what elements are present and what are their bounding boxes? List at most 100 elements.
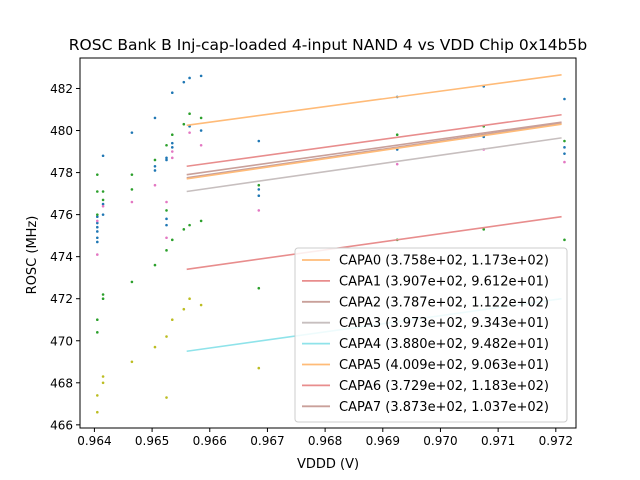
data-point — [153, 345, 157, 349]
data-point — [101, 154, 105, 158]
y-tick-label: 474 — [50, 250, 73, 264]
data-point — [563, 160, 566, 164]
data-point — [182, 228, 186, 231]
data-point — [395, 133, 399, 137]
data-point — [130, 131, 134, 134]
fit-line-capa2 — [186, 122, 562, 179]
y-tick-label: 482 — [50, 82, 73, 96]
data-point — [170, 91, 174, 94]
data-point — [96, 213, 99, 216]
data-point — [96, 225, 99, 229]
legend-label-capa4: CAPA4 (3.880e+02, 9.482e+01) — [339, 337, 549, 352]
x-tick-label: 0.972 — [539, 434, 573, 448]
fit-lines — [186, 74, 562, 353]
data-point — [188, 131, 191, 134]
y-tick-label: 472 — [50, 292, 73, 306]
data-point — [257, 183, 261, 187]
y-tick-label: 468 — [50, 376, 73, 390]
data-point — [165, 217, 168, 221]
data-point — [153, 183, 157, 187]
legend-label-capa7: CAPA7 (3.873e+02, 1.037e+02) — [339, 400, 549, 415]
data-point — [188, 223, 191, 227]
data-point — [257, 139, 261, 143]
y-tick-label: 478 — [50, 166, 73, 180]
data-point — [199, 116, 203, 120]
data-point — [165, 143, 168, 147]
data-point — [96, 190, 99, 193]
data-point — [257, 286, 261, 290]
data-point — [170, 238, 174, 242]
data-point — [188, 76, 191, 80]
data-point — [130, 360, 134, 364]
fit-line-capa5 — [186, 123, 562, 180]
data-point — [130, 280, 134, 284]
data-point — [101, 375, 105, 378]
fit-line-capa3 — [186, 137, 562, 193]
data-point — [182, 80, 186, 84]
data-point — [96, 236, 99, 240]
data-point — [563, 152, 566, 155]
x-tick-label: 0.969 — [366, 434, 400, 448]
data-point — [153, 164, 157, 168]
data-point — [153, 263, 157, 267]
x-tick-label: 0.970 — [423, 434, 457, 448]
fit-line-capa7 — [186, 121, 562, 176]
y-axis-ticks: 466 468 470 472 474 476 478 480 482 — [50, 82, 80, 432]
data-point — [96, 410, 99, 414]
data-point — [199, 143, 203, 147]
data-point — [165, 396, 168, 399]
x-axis-label: VDDD (V) — [297, 457, 359, 472]
data-point — [165, 335, 168, 338]
data-point — [130, 200, 134, 204]
x-tick-label: 0.967 — [250, 434, 284, 448]
y-tick-label: 480 — [50, 124, 73, 138]
y-tick-label: 470 — [50, 334, 73, 348]
x-tick-label: 0.964 — [77, 434, 111, 448]
data-point — [101, 293, 105, 296]
fit-line-capa6 — [186, 215, 562, 271]
data-point — [165, 200, 168, 204]
data-point — [257, 188, 261, 191]
data-point — [199, 303, 203, 307]
data-point — [257, 366, 261, 370]
y-axis-label: ROSC (MHz) — [25, 216, 40, 295]
data-point — [101, 204, 105, 208]
legend-label-capa1: CAPA1 (3.907e+02, 9.612e+01) — [339, 274, 549, 289]
data-point — [153, 169, 157, 172]
axes-frame — [79, 57, 577, 429]
data-point — [199, 219, 203, 223]
x-axis-ticks: 0.964 0.965 0.966 0.967 0.968 0.969 0.970 0.971… — [77, 428, 573, 448]
data-point — [101, 297, 105, 301]
data-point — [482, 228, 486, 231]
data-point — [170, 318, 174, 322]
data-point — [182, 122, 186, 126]
data-point — [165, 209, 168, 212]
data-point — [563, 97, 566, 101]
data-point — [182, 307, 186, 311]
legend-box — [294, 247, 568, 423]
data-point — [96, 173, 99, 176]
data-point — [153, 116, 157, 120]
data-point — [96, 331, 99, 334]
data-point — [96, 240, 99, 244]
data-point — [199, 74, 203, 78]
data-point — [101, 213, 105, 216]
data-point — [96, 230, 99, 233]
x-tick-label: 0.966 — [193, 434, 227, 448]
data-point — [170, 156, 174, 160]
fit-line-capa1 — [186, 113, 562, 168]
data-point — [188, 112, 191, 116]
data-point — [130, 188, 134, 191]
legend-label-capa6: CAPA6 (3.729e+02, 1.183e+02) — [339, 379, 549, 394]
data-point — [101, 198, 105, 202]
legend-label-capa3: CAPA3 (3.973e+02, 9.343e+01) — [339, 316, 549, 331]
y-tick-label: 466 — [50, 418, 73, 432]
data-point — [101, 190, 105, 193]
data-point — [96, 318, 99, 322]
data-point — [101, 202, 105, 206]
chart-title: ROSC Bank B Inj-cap-loaded 4-input NAND … — [69, 36, 587, 54]
legend: CAPA0 (3.758e+02, 1.173e+02) CAPA1 (3.907… — [294, 247, 568, 423]
data-point — [165, 236, 168, 240]
data-point — [170, 133, 174, 137]
